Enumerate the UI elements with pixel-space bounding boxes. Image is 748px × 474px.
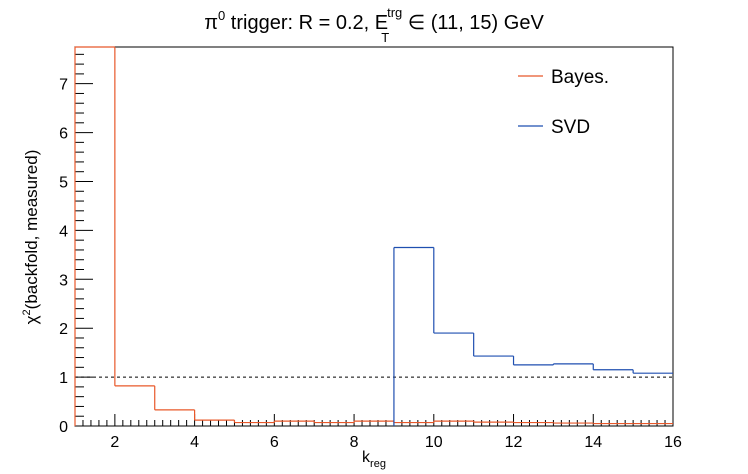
legend: Bayes. SVD xyxy=(518,67,609,138)
x-axis-label-main: k xyxy=(362,449,371,466)
y-tick-label: 5 xyxy=(59,174,68,191)
title-main: π xyxy=(204,12,218,34)
y-axis-label-pre: χ xyxy=(22,315,41,324)
x-tick-label: 14 xyxy=(584,434,602,451)
x-tick-label: 12 xyxy=(505,434,523,451)
y-axis-label-sup: 2 xyxy=(21,309,33,315)
y-tick-label: 7 xyxy=(59,77,68,94)
x-tick-label: 10 xyxy=(425,434,443,451)
chart-title: π0 trigger: R = 0.2, Etrg T ∈ (11, 15) Ge… xyxy=(204,5,544,45)
x-tick-label: 16 xyxy=(664,434,682,451)
x-tick-label: 2 xyxy=(110,434,119,451)
title-e-sub: T xyxy=(381,30,389,45)
y-tick-label: 2 xyxy=(59,321,68,338)
y-tick-label: 6 xyxy=(59,126,68,143)
y-tick-label: 3 xyxy=(59,272,68,289)
y-tick-label: 0 xyxy=(59,419,68,436)
title-main-sup: 0 xyxy=(218,8,225,23)
y-tick-label: 4 xyxy=(59,223,68,240)
title-e-sup: trg xyxy=(387,5,402,20)
y-axis-label: χ2(backfold, measured) xyxy=(21,150,41,325)
legend-label-svd: SVD xyxy=(551,117,590,138)
title-mid: trigger: R = 0.2, E xyxy=(225,12,388,34)
title-end: ∈ (11, 15) GeV xyxy=(402,12,544,34)
x-tick-label: 6 xyxy=(270,434,279,451)
x-axis-label: kreg xyxy=(362,449,386,470)
x-tick-label: 8 xyxy=(350,434,359,451)
x-tick-label: 4 xyxy=(190,434,199,451)
y-axis-label-post: (backfold, measured) xyxy=(22,150,41,310)
plot-frame xyxy=(74,46,674,427)
x-axis-label-sub: reg xyxy=(370,458,386,470)
legend-label-bayes: Bayes. xyxy=(551,67,609,88)
y-tick-label: 1 xyxy=(59,370,68,387)
